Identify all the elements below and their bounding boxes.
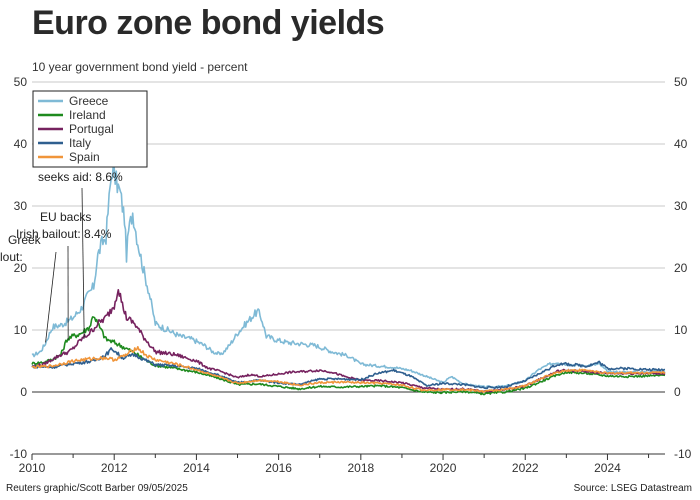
series-line-portugal xyxy=(31,288,666,393)
chart-subtitle: 10 year government bond yield - percent xyxy=(32,60,248,74)
x-tick-label: 2020 xyxy=(430,461,457,475)
legend-label-portugal: Portugal xyxy=(69,122,114,136)
source-text: Source: LSEG Datastream xyxy=(573,483,692,494)
legend-label-greece: Greece xyxy=(69,94,109,108)
legend-label-italy: Italy xyxy=(69,136,91,150)
annotation-leader xyxy=(45,251,57,343)
y-tick-label-right: 40 xyxy=(674,137,688,151)
x-axis: 2010 2012 2014 2016 2018 2020 2022 2024 xyxy=(19,453,665,475)
y-axis-left-ticks: -10 0 10 20 30 40 50 xyxy=(10,75,28,461)
x-tick-label: 2024 xyxy=(594,461,621,475)
series-lines xyxy=(31,165,666,396)
y-tick-label-left: 30 xyxy=(14,199,28,213)
annotation-text: seeks aid: 8.6% xyxy=(38,170,123,184)
x-tick-label: 2016 xyxy=(265,461,292,475)
series-line-spain xyxy=(31,345,666,393)
annotations: Greek bailout: EU backs Irish bailout: 8.4%… xyxy=(0,153,123,343)
y-tick-label-right: -10 xyxy=(674,447,692,461)
y-tick-label-left: 20 xyxy=(14,261,28,275)
series-line-italy xyxy=(31,347,666,390)
y-tick-label-right: 10 xyxy=(674,323,688,337)
y-tick-label-right: 30 xyxy=(674,199,688,213)
y-tick-label-left: 40 xyxy=(14,137,28,151)
x-tick-label: 2014 xyxy=(183,461,210,475)
y-tick-label-left: 0 xyxy=(20,385,27,399)
series-line-ireland xyxy=(31,316,666,396)
y-tick-label-left: 10 xyxy=(14,323,28,337)
x-tick-label: 2022 xyxy=(512,461,539,475)
x-tick-label: 2018 xyxy=(347,461,374,475)
legend-label-spain: Spain xyxy=(69,150,100,164)
y-tick-label-right: 0 xyxy=(674,385,681,399)
annotation-leader xyxy=(81,187,85,339)
series-line-greece xyxy=(31,165,666,389)
x-tick-label: 2012 xyxy=(101,461,128,475)
y-tick-label-right: 50 xyxy=(674,75,688,89)
y-tick-label-left: 50 xyxy=(14,75,28,89)
annotation-text: EU backs xyxy=(40,210,91,224)
annotation-text: Greek xyxy=(8,233,42,247)
x-tick-label: 2010 xyxy=(19,461,46,475)
credit-text: Reuters graphic/Scott Barber 09/05/2025 xyxy=(6,483,188,494)
chart-title: Euro zone bond yields xyxy=(32,4,385,42)
y-axis-right-ticks: -10 0 10 20 30 40 50 xyxy=(674,75,692,461)
legend-label-ireland: Ireland xyxy=(69,108,106,122)
y-tick-label-left: -10 xyxy=(10,447,28,461)
y-tick-label-right: 20 xyxy=(674,261,688,275)
annotation-text: Irish bailout: 8.4% xyxy=(16,227,112,241)
annotation-text: bailout: xyxy=(0,250,23,264)
